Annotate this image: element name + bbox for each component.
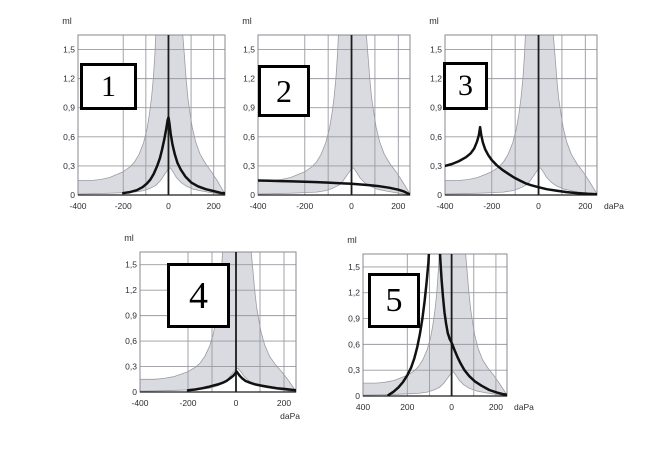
- y-tick-label: 0,9: [125, 311, 137, 321]
- y-tick-label: 1,5: [430, 45, 442, 55]
- tympanogram-curve: [258, 179, 410, 195]
- y-axis-unit-label: ml: [347, 235, 357, 245]
- y-tick-label: 0,6: [125, 336, 137, 346]
- tympanogram-curve: [121, 116, 225, 195]
- chart-5-number: 5: [385, 281, 403, 319]
- y-tick-label: 0: [355, 391, 360, 401]
- y-tick-label: 1,2: [348, 288, 360, 298]
- y-tick-label: 0,3: [63, 161, 75, 171]
- chart-3-number: 3: [458, 69, 473, 102]
- chart-5-number-box: 5: [368, 273, 420, 328]
- tympanogram-curve: [186, 370, 296, 392]
- chart-2-number-box: 2: [258, 65, 310, 117]
- normative-region: [78, 35, 225, 195]
- y-tick-label: 0,6: [63, 132, 75, 142]
- chart-4-number-box: 4: [167, 263, 230, 328]
- x-tick-label: 0: [449, 402, 454, 412]
- y-axis-unit-label: ml: [242, 16, 252, 26]
- x-tick-label: 0: [536, 201, 541, 211]
- y-axis-unit-label: ml: [429, 16, 439, 26]
- x-tick-label: 0: [349, 201, 354, 211]
- x-tick-label: 200: [489, 402, 503, 412]
- y-axis-unit-label: ml: [124, 233, 134, 243]
- y-tick-label: 0,3: [243, 161, 255, 171]
- x-tick-label: 0: [166, 201, 171, 211]
- x-tick-label: 200: [207, 201, 221, 211]
- x-tick-label: 200: [578, 201, 592, 211]
- axis-labels: ml1,51,20,90,60,30-400 -200 0 200: [242, 16, 405, 211]
- tympanogram-curve: [445, 125, 597, 195]
- chart-3-number-box: 3: [443, 62, 488, 110]
- chart-1-number-box: 1: [80, 63, 137, 110]
- x-tick-label: -400: [131, 398, 148, 408]
- chart-1-svg: ml1,51,20,90,60,30-400 -200 0 200: [62, 16, 226, 211]
- y-tick-label: 1,2: [125, 285, 137, 295]
- gridlines: [363, 254, 507, 396]
- y-tick-label: 1,5: [243, 45, 255, 55]
- y-tick-label: 0,3: [125, 362, 137, 372]
- x-tick-label: 200: [391, 201, 405, 211]
- y-tick-label: 0,9: [63, 103, 75, 113]
- chart-5-plot: ml 1,5 1,2 0,9 0,6 0,3 0 400 200 0 200 daPa: [337, 230, 543, 433]
- x-tick-label: -400: [249, 201, 266, 211]
- chart-4-number: 4: [189, 274, 208, 317]
- y-tick-label: 1,5: [63, 45, 75, 55]
- normative-region: [363, 254, 507, 396]
- y-tick-label: 0: [70, 190, 75, 200]
- y-tick-label: 0: [437, 190, 442, 200]
- y-tick-label: 0,9: [243, 103, 255, 113]
- x-tick-label: -400: [69, 201, 86, 211]
- x-axis-unit-label: daPa: [280, 411, 300, 421]
- x-tick-label: 0: [234, 398, 239, 408]
- y-tick-label: 0: [132, 387, 137, 397]
- x-axis-unit-label: daPa: [514, 402, 534, 412]
- y-tick-label: 0,6: [348, 339, 360, 349]
- y-tick-label: 1,2: [243, 74, 255, 84]
- normative-region: [258, 35, 410, 195]
- axis-labels: ml1,51,20,90,60,30-400 -200 0 200: [62, 16, 221, 211]
- x-tick-label: 200: [277, 398, 291, 408]
- chart-4-plot: ml 1,5 1,2 0,9 0,6 0,3 0 -400 -200 0 200 daPa: [114, 228, 332, 429]
- x-tick-label: -400: [436, 201, 453, 211]
- x-tick-label: -200: [296, 201, 313, 211]
- y-tick-label: 0,6: [430, 132, 442, 142]
- x-tick-label: 400: [356, 402, 370, 412]
- y-tick-label: 1,2: [430, 74, 442, 84]
- gridlines: [445, 35, 597, 195]
- y-tick-label: 0,3: [348, 365, 360, 375]
- y-tick-label: 0,9: [348, 314, 360, 324]
- y-tick-label: 0,6: [243, 132, 255, 142]
- y-tick-label: 0,9: [430, 103, 442, 113]
- y-tick-label: 0,3: [430, 161, 442, 171]
- x-tick-label: -200: [179, 398, 196, 408]
- x-tick-label: -200: [115, 201, 132, 211]
- y-tick-label: 1,5: [125, 260, 137, 270]
- normative-region: [445, 35, 597, 195]
- chart-2-plot: ml 1,5 1,2 0,9 0,6 0,3 0 -400 -200 0 200: [232, 11, 446, 232]
- chart-3-svg: ml1,51,20,90,60,30-400 -200 0 200 daPa: [429, 16, 624, 211]
- chart-3-plot: ml 1,5 1,2 0,9 0,6 0,3 0 -400 -200 0 200 daPa: [419, 11, 633, 232]
- y-tick-label: 0: [250, 190, 255, 200]
- chart-2-number: 2: [276, 73, 292, 109]
- chart-1-plot: ml 1,5 1,2 0,9 0,6 0,3 0 -400 -200 0 200: [52, 11, 261, 232]
- chart-2-svg: ml1,51,20,90,60,30-400 -200 0 200: [242, 16, 411, 211]
- chart-1-number: 1: [101, 69, 116, 103]
- x-tick-label: -200: [483, 201, 500, 211]
- x-axis-unit-label: daPa: [604, 201, 624, 211]
- y-axis-unit-label: ml: [62, 16, 72, 26]
- tympanogram-curve: [387, 254, 507, 396]
- y-tick-label: 1,2: [63, 74, 75, 84]
- y-tick-label: 1,5: [348, 262, 360, 272]
- x-tick-label: 200: [400, 402, 414, 412]
